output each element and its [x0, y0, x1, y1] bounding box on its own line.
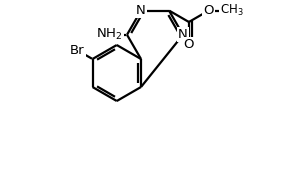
Text: Br: Br — [70, 44, 85, 57]
Text: O: O — [204, 4, 214, 17]
Text: N: N — [178, 28, 188, 41]
Text: N: N — [136, 4, 146, 17]
Text: NH$_2$: NH$_2$ — [96, 27, 123, 42]
Text: O: O — [184, 38, 194, 51]
Text: CH$_3$: CH$_3$ — [220, 3, 244, 18]
